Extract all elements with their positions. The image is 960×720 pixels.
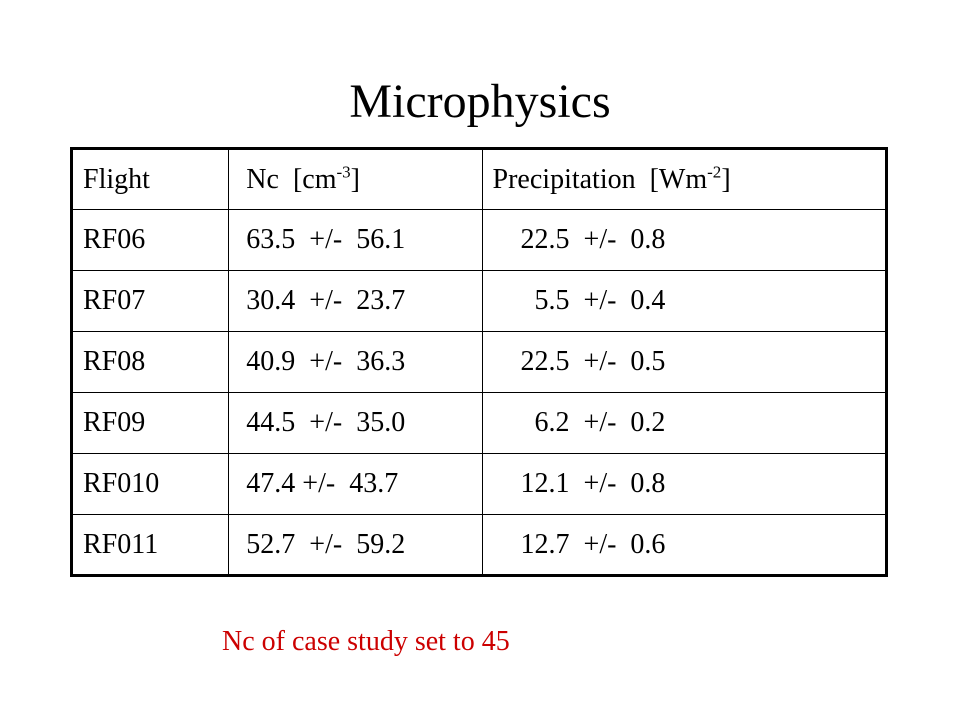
cell-nc: 63.5 +/- 56.1	[228, 209, 483, 271]
table-header-row: Flight Nc [cm-3] Precipitation [Wm-2]	[70, 148, 888, 210]
cell-nc: 44.5 +/- 35.0	[228, 392, 483, 454]
header-nc-exponent: -3	[336, 162, 351, 182]
cell-nc: 52.7 +/- 59.2	[228, 514, 483, 576]
cell-nc: 30.4 +/- 23.7	[228, 270, 483, 332]
table-row: RF011 52.7 +/- 59.2 12.7 +/- 0.6	[70, 514, 888, 576]
cell-flight: RF09	[70, 392, 230, 454]
header-nc-label: Nc [cm	[239, 163, 337, 195]
header-precip-exponent: -2	[707, 162, 722, 182]
table-row: RF08 40.9 +/- 36.3 22.5 +/- 0.5	[70, 331, 888, 393]
table-row: RF06 63.5 +/- 56.1 22.5 +/- 0.8	[70, 209, 888, 271]
cell-precipitation: 12.1 +/- 0.8	[481, 453, 888, 515]
header-flight: Flight	[70, 148, 230, 210]
table-row: RF010 47.4 +/- 43.7 12.1 +/- 0.8	[70, 453, 888, 515]
cell-flight: RF011	[70, 514, 230, 576]
table-row: RF09 44.5 +/- 35.0 6.2 +/- 0.2	[70, 392, 888, 454]
microphysics-table: Flight Nc [cm-3] Precipitation [Wm-2] RF…	[70, 147, 888, 577]
header-precip-label: Precipitation [Wm	[492, 163, 708, 195]
cell-precipitation: 12.7 +/- 0.6	[481, 514, 888, 576]
header-precip-close: ]	[721, 163, 731, 195]
cell-precipitation: 5.5 +/- 0.4	[481, 270, 888, 332]
cell-precipitation: 6.2 +/- 0.2	[481, 392, 888, 454]
cell-flight: RF06	[70, 209, 230, 271]
cell-precipitation: 22.5 +/- 0.8	[481, 209, 888, 271]
cell-flight: RF07	[70, 270, 230, 332]
slide-title: Microphysics	[349, 75, 611, 128]
header-nc-close: ]	[350, 163, 360, 195]
cell-flight: RF08	[70, 331, 230, 393]
cell-precipitation: 22.5 +/- 0.5	[481, 331, 888, 393]
cell-nc: 40.9 +/- 36.3	[228, 331, 483, 393]
header-precipitation: Precipitation [Wm-2]	[481, 148, 888, 210]
table-row: RF07 30.4 +/- 23.7 5.5 +/- 0.4	[70, 270, 888, 332]
case-study-note: Nc of case study set to 45	[222, 626, 510, 657]
header-nc: Nc [cm-3]	[228, 148, 483, 210]
cell-nc: 47.4 +/- 43.7	[228, 453, 483, 515]
cell-flight: RF010	[70, 453, 230, 515]
